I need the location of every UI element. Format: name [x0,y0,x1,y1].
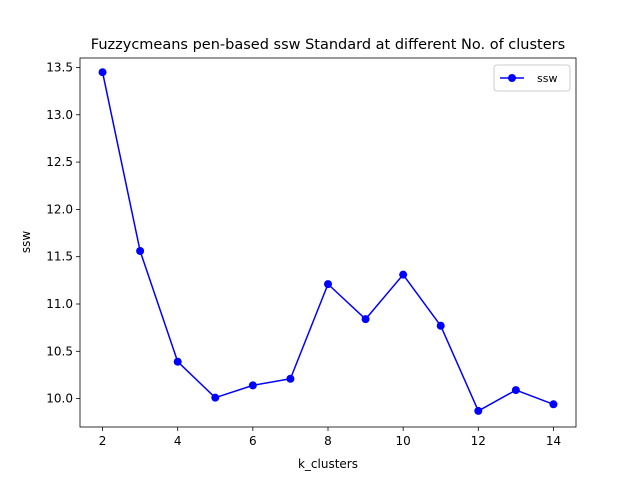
x-tick-label: 6 [249,434,257,448]
data-point [436,321,445,330]
legend-label-ssw: ssw [537,72,557,85]
data-point [511,386,520,395]
data-point [173,357,182,366]
plot-area [79,57,577,428]
data-point [248,381,257,390]
chart-title: Fuzzycmeans pen-based ssw Standard at di… [91,37,565,53]
x-tick-label: 2 [99,434,107,448]
legend: ssw [493,64,571,92]
y-tick-label: 11.5 [46,250,73,264]
y-tick-label: 12.0 [46,202,73,216]
legend-marker-ssw [508,74,516,82]
y-tick-label: 12.5 [46,155,73,169]
y-tick-label: 13.5 [46,60,73,74]
legend-box [493,64,571,92]
data-point [136,247,145,256]
data-point [399,270,408,279]
x-tick-label: 8 [324,434,332,448]
y-axis: 10.0 10.5 11.0 11.5 12.0 12.5 13.0 13.5 [46,60,80,406]
y-tick-label: 10.0 [46,392,73,406]
y-axis-label: ssw [19,231,33,254]
data-point [286,374,295,383]
data-point [549,400,558,409]
plot-background [80,58,576,427]
x-axis: 2 4 6 8 10 12 14 [99,427,561,448]
x-axis-label: k_clusters [298,457,358,471]
x-tick-label: 4 [174,434,182,448]
y-tick-label: 10.5 [46,344,73,358]
data-point [211,393,220,402]
x-tick-label: 12 [471,434,486,448]
series-layer [98,68,558,415]
data-point [474,406,483,415]
data-point [324,280,332,289]
y-tick-label: 11.0 [46,297,73,311]
x-tick-label: 10 [396,434,411,448]
data-point [361,315,370,324]
data-point [98,68,107,77]
x-tick-label: 14 [546,434,561,448]
y-tick-label: 13.0 [46,108,73,122]
